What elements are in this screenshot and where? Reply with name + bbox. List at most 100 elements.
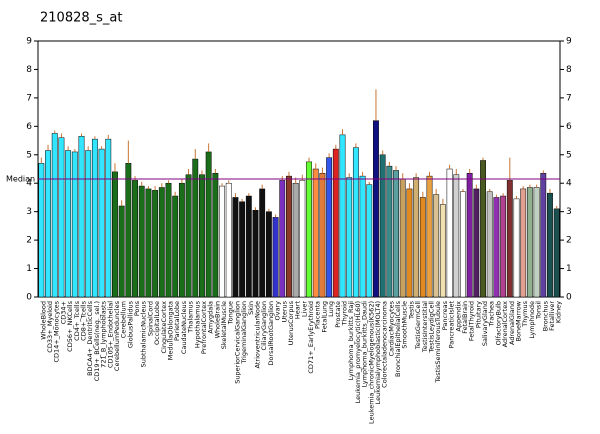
x-tick-label: TestisLeydigCell bbox=[428, 301, 436, 354]
bar bbox=[520, 188, 527, 298]
bar bbox=[433, 194, 440, 298]
bar bbox=[533, 187, 540, 298]
y2-tick-label: 6 bbox=[566, 122, 572, 132]
x-tick-label: UterusCorpus bbox=[287, 300, 295, 345]
bar bbox=[185, 174, 192, 298]
x-tick-label: Kidney bbox=[555, 301, 563, 323]
x-tick-label: OccipitalLobe bbox=[153, 301, 161, 345]
bar bbox=[406, 188, 413, 298]
x-tick-label: Lymphoma_burkitts_Raji bbox=[347, 301, 355, 380]
x-tick-label: SkeletalMuscle bbox=[220, 301, 228, 349]
x-tick-label: Placenta bbox=[314, 301, 322, 329]
x-tick-label: Heart bbox=[294, 301, 302, 320]
x-tick-label: ParietalLobe bbox=[173, 301, 181, 341]
bar bbox=[58, 137, 65, 298]
bar bbox=[339, 134, 346, 298]
bar bbox=[299, 180, 306, 298]
bar bbox=[225, 182, 232, 298]
x-tick-label: GlobusPallidus bbox=[126, 300, 134, 348]
bar bbox=[393, 170, 399, 298]
x-tick-label: WholeBlood bbox=[39, 301, 47, 340]
bar bbox=[65, 150, 72, 298]
bar bbox=[259, 188, 266, 298]
chart-title: 210828_s_at bbox=[40, 11, 122, 26]
x-tick-label: CD56+_NKCells bbox=[66, 300, 74, 351]
x-tick-label: CD8+_Tcells bbox=[80, 300, 88, 340]
x-tick-label: CD14+_Monocytes bbox=[53, 300, 61, 362]
bar bbox=[399, 178, 406, 298]
y2-tick-label: 2 bbox=[566, 236, 572, 246]
y-tick-label: 1 bbox=[26, 264, 32, 274]
y2-tick-label: 7 bbox=[566, 93, 572, 103]
x-tick-label: AtrioventricularNode bbox=[254, 301, 262, 368]
x-tick-label: SubthalamicNucleus bbox=[140, 300, 148, 367]
x-tick-label: FetalLung bbox=[320, 301, 328, 333]
x-tick-label: SpinalCord bbox=[146, 301, 154, 336]
plot-frame bbox=[37, 40, 561, 298]
y-tick-label: 8 bbox=[26, 65, 32, 75]
x-tick-label: Leukemia_chronicMyelogenous(K562) bbox=[367, 301, 375, 424]
bar bbox=[480, 160, 486, 298]
y-tick-label: 0 bbox=[26, 293, 32, 303]
bar bbox=[219, 185, 225, 298]
bar bbox=[145, 188, 152, 298]
x-tick-label: 721_B_lymphoblasts bbox=[100, 300, 108, 367]
bar bbox=[439, 204, 446, 298]
bar bbox=[118, 205, 125, 298]
x-tick-label: TrigeminalGanglion bbox=[240, 301, 248, 365]
x-tick-label: Pons bbox=[133, 300, 141, 316]
bar bbox=[453, 174, 460, 298]
x-tick-label: CD71+_EarlyErythroid bbox=[307, 301, 315, 374]
bar bbox=[51, 133, 58, 298]
bar bbox=[158, 187, 165, 298]
bar bbox=[286, 175, 292, 298]
x-tick-label: Cerebellum bbox=[120, 301, 128, 338]
bar bbox=[78, 136, 85, 298]
bar bbox=[125, 163, 132, 298]
x-tick-label: Amygdala bbox=[207, 301, 215, 334]
x-tick-label: TestisSeminiferousTubule bbox=[434, 301, 442, 384]
bar bbox=[192, 158, 199, 298]
x-tick-label: Tonsil bbox=[535, 301, 543, 320]
x-tick-label: CingulateCortex bbox=[160, 301, 168, 354]
bar bbox=[205, 151, 212, 298]
y-tick-label: 7 bbox=[26, 93, 32, 103]
x-tick-label: Pituitary bbox=[474, 301, 482, 328]
bar bbox=[553, 208, 560, 298]
x-tick-label: Fetalliver bbox=[548, 301, 556, 331]
bar bbox=[426, 175, 433, 298]
x-tick-label: FetalBrain bbox=[461, 301, 469, 334]
bar bbox=[413, 177, 420, 298]
bar bbox=[359, 175, 366, 298]
x-tick-label: MedullaOblongata bbox=[167, 301, 175, 360]
x-tick-label: CaudateNucleus bbox=[180, 300, 188, 354]
x-tick-label: OlfactoryBulb bbox=[494, 301, 502, 345]
y2-tick-label: 8 bbox=[566, 65, 572, 75]
bar bbox=[172, 195, 179, 298]
y2-tick-label: 0 bbox=[566, 293, 572, 303]
y-tick-label: 6 bbox=[26, 122, 32, 132]
bar bbox=[446, 168, 453, 298]
bar bbox=[473, 188, 480, 298]
bar bbox=[306, 161, 312, 298]
x-tick-label: CD34+ bbox=[59, 301, 67, 324]
x-tick-label: Appendix bbox=[454, 301, 462, 332]
y2-tick-label: 4 bbox=[566, 179, 572, 189]
bar bbox=[132, 180, 138, 298]
x-tick-label: Thalamus bbox=[187, 300, 195, 333]
bar bbox=[45, 150, 51, 298]
x-tick-label: Thyroid bbox=[341, 301, 349, 326]
x-tick-label: SmoothMuscle bbox=[401, 301, 409, 349]
x-tick-label: AdrenalCortex bbox=[501, 301, 509, 348]
x-tick-label: Thymus bbox=[521, 300, 529, 327]
bar bbox=[386, 165, 393, 298]
bar bbox=[85, 150, 92, 298]
y-tick-label: 5 bbox=[26, 150, 32, 160]
x-tick-label: CardiacMyocytes bbox=[387, 300, 395, 356]
x-tick-label: Trachea bbox=[488, 301, 496, 327]
bar bbox=[212, 173, 219, 298]
bar bbox=[312, 168, 319, 298]
bar bbox=[373, 120, 379, 298]
bar bbox=[178, 182, 185, 298]
y-tick-label: 4 bbox=[26, 179, 32, 189]
